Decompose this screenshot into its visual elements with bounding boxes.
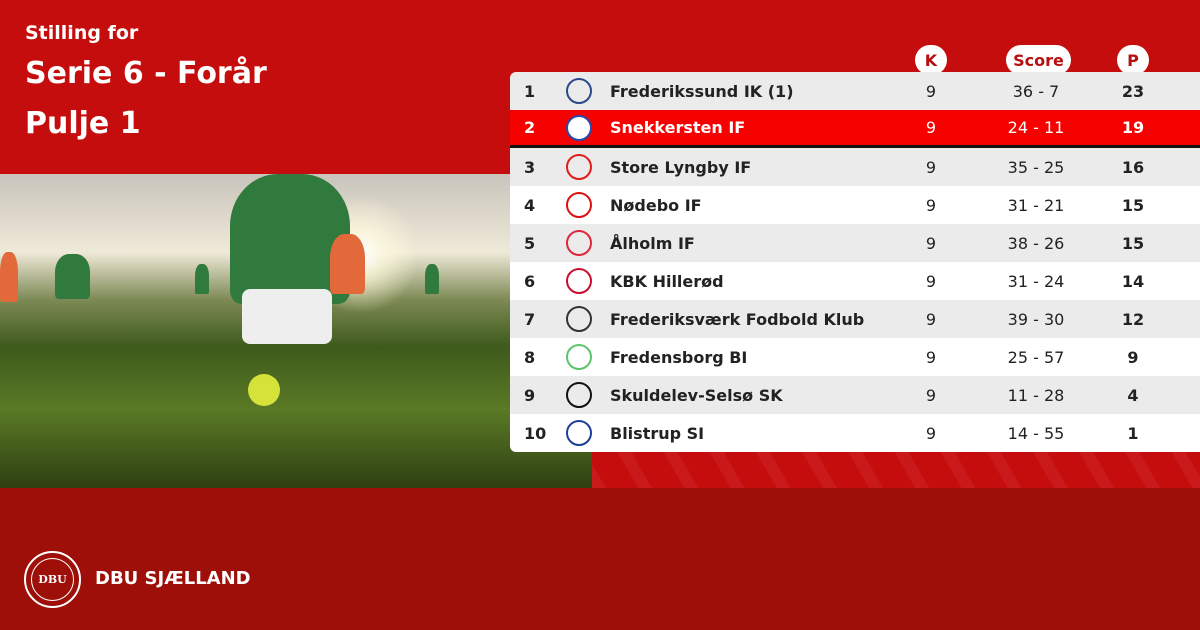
goal-score: 39 - 30 (1007, 309, 1065, 329)
pool-title: Pulje 1 (25, 106, 141, 141)
points: 16 (1121, 157, 1145, 177)
brand-name: DBU SJÆLLAND (95, 568, 251, 589)
goal-score: 38 - 26 (1007, 233, 1065, 253)
matches-played: 9 (925, 423, 937, 443)
team-logo (566, 114, 592, 141)
matches-played: 9 (925, 347, 937, 367)
dbu-seal-inner: DBU (31, 558, 74, 601)
team-logo (566, 344, 592, 370)
team-name: Frederiksværk Fodbold Klub (610, 309, 865, 329)
matches-played: 9 (925, 157, 937, 177)
team-name: Store Lyngby IF (610, 157, 752, 177)
football-photo (0, 174, 592, 488)
dbu-seal-logo: DBU (24, 551, 81, 608)
column-header-score: Score (1006, 45, 1071, 75)
table-row: 3 Store Lyngby IF 9 35 - 25 16 (510, 148, 1200, 186)
goal-score: 31 - 21 (1007, 195, 1065, 215)
goal-score: 25 - 57 (1007, 347, 1065, 367)
rank: 6 (524, 271, 536, 291)
table-row: 10 Blistrup SI 9 14 - 55 1 (510, 414, 1200, 452)
rank: 7 (524, 309, 536, 329)
football (248, 374, 280, 406)
team-name: Skuldelev-Selsø SK (610, 385, 783, 405)
matches-played: 9 (925, 309, 937, 329)
table-row: 6 KBK Hillerød 9 31 - 24 14 (510, 262, 1200, 300)
player-shorts (242, 289, 332, 344)
points: 12 (1121, 309, 1145, 329)
column-header-p: P (1117, 45, 1149, 75)
team-name: Ålholm IF (610, 233, 695, 253)
table-row: 4 Nødebo IF 9 31 - 21 15 (510, 186, 1200, 224)
goal-score: 11 - 28 (1007, 385, 1065, 405)
player (195, 264, 209, 294)
matches-played: 9 (925, 81, 937, 101)
page-title: Serie 6 - Forår (25, 56, 267, 91)
matches-played: 9 (925, 118, 937, 137)
points: 19 (1121, 118, 1145, 137)
footer-band (0, 488, 1200, 630)
points: 9 (1127, 347, 1139, 367)
table-row: 1 Frederikssund IK (1) 9 36 - 7 23 (510, 72, 1200, 110)
player (330, 234, 365, 294)
rank: 3 (524, 157, 536, 177)
player (55, 254, 90, 299)
player (0, 252, 18, 302)
column-header-k: K (915, 45, 947, 75)
team-name: Nødebo IF (610, 195, 702, 215)
rank: 4 (524, 195, 536, 215)
subtitle: Stilling for (25, 22, 139, 44)
matches-played: 9 (925, 271, 937, 291)
rank: 9 (524, 385, 536, 405)
goal-score: 24 - 11 (1007, 118, 1065, 137)
rank: 5 (524, 233, 536, 253)
table-row: 8 Fredensborg BI 9 25 - 57 9 (510, 338, 1200, 376)
table-row: 9 Skuldelev-Selsø SK 9 11 - 28 4 (510, 376, 1200, 414)
matches-played: 9 (925, 233, 937, 253)
team-name: Blistrup SI (610, 423, 705, 443)
team-name: Frederikssund IK (1) (610, 81, 794, 101)
goal-score: 36 - 7 (1012, 81, 1060, 101)
goal-score: 35 - 25 (1007, 157, 1065, 177)
table-row: 5 Ålholm IF 9 38 - 26 15 (510, 224, 1200, 262)
table-row: 2 Snekkersten IF 9 24 - 11 19 (510, 110, 1200, 148)
team-logo (566, 420, 592, 446)
team-logo (566, 192, 592, 218)
points: 1 (1127, 423, 1139, 443)
team-logo (566, 268, 592, 294)
goal-score: 14 - 55 (1007, 423, 1065, 443)
matches-played: 9 (925, 385, 937, 405)
matches-played: 9 (925, 195, 937, 215)
points: 15 (1121, 233, 1145, 253)
points: 4 (1127, 385, 1139, 405)
rank: 1 (524, 81, 536, 101)
points: 14 (1121, 271, 1145, 291)
team-logo (566, 154, 592, 180)
rank: 8 (524, 347, 536, 367)
goal-score: 31 - 24 (1007, 271, 1065, 291)
team-logo (566, 382, 592, 408)
rank: 2 (524, 118, 536, 137)
team-name: Fredensborg BI (610, 347, 748, 367)
standings-table: 1 Frederikssund IK (1) 9 36 - 7 23 2 Snekkerst… (510, 72, 1200, 452)
team-logo (566, 78, 592, 104)
team-logo (566, 230, 592, 256)
table-row: 7 Frederiksværk Fodbold Klub 9 39 - 30 12 (510, 300, 1200, 338)
player (425, 264, 439, 294)
team-logo (566, 306, 592, 332)
points: 23 (1121, 81, 1145, 101)
points: 15 (1121, 195, 1145, 215)
team-name: Snekkersten IF (610, 118, 746, 137)
background-pattern (592, 452, 1200, 488)
rank: 10 (524, 423, 547, 443)
team-name: KBK Hillerød (610, 271, 724, 291)
